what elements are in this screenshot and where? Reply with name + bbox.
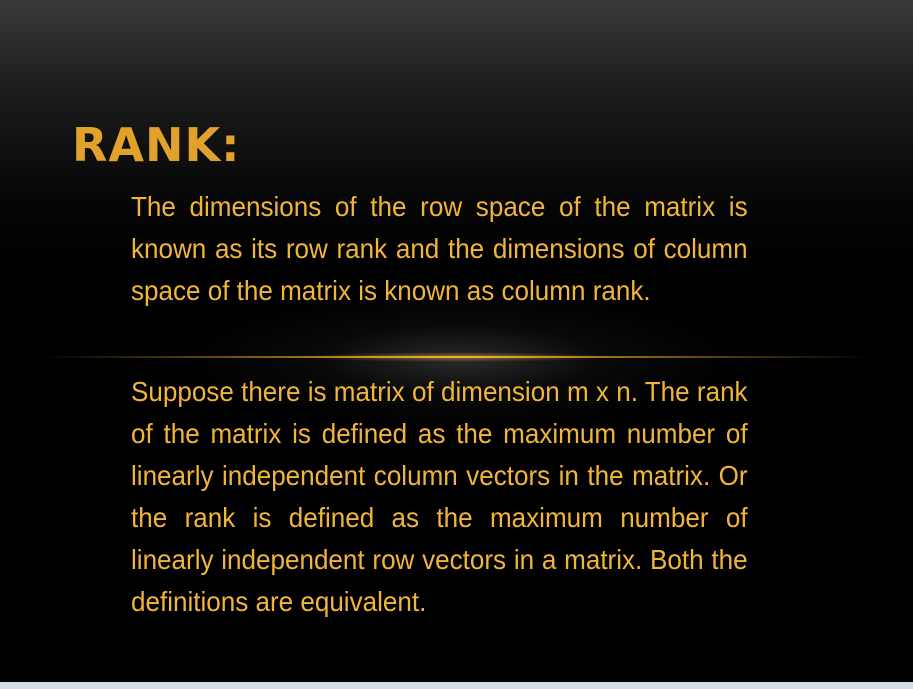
slide-title: RANK:: [72, 118, 241, 172]
paragraph-rank-definition: Suppose there is matrix of dimension m x…: [131, 376, 748, 617]
window-bottom-edge: [0, 682, 913, 689]
paragraph-row-rank: The dimensions of the row space of the m…: [131, 191, 748, 306]
section-divider: [40, 356, 873, 358]
